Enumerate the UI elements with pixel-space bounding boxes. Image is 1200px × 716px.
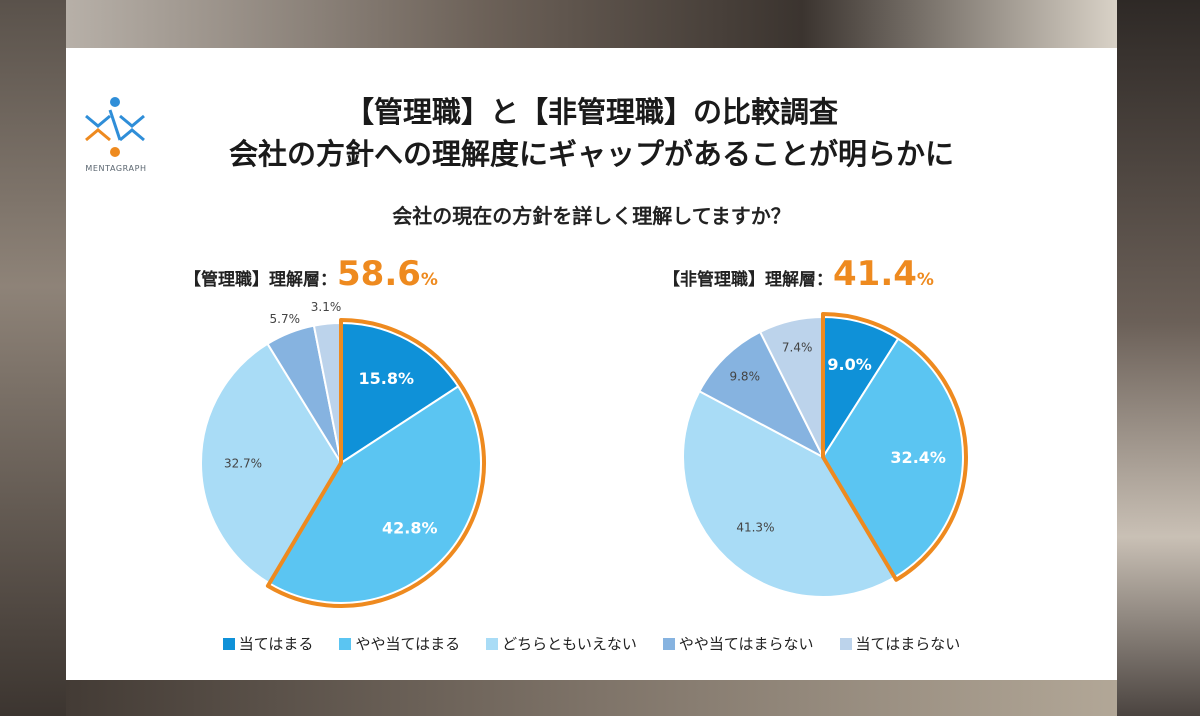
manager-slice-label-1: 15.8% xyxy=(359,369,415,388)
legend-label-4: やや当てはまらない xyxy=(678,635,814,653)
staff-pie-slice-2 xyxy=(821,337,964,579)
background-photo-right xyxy=(1117,0,1200,716)
manager-highlight-unit: % xyxy=(420,270,438,290)
legend-item-2: やや当てはまる xyxy=(339,633,460,654)
staff-slice-label-5: 7.4% xyxy=(782,341,813,355)
legend-item-1: 当てはまる xyxy=(222,633,314,654)
legend-swatch-5 xyxy=(839,637,852,650)
background-photo-top xyxy=(66,0,1117,48)
staff-highlight-outline xyxy=(821,312,968,582)
legend-label-1: 当てはまる xyxy=(238,635,314,653)
chart-legend: 当てはまる やや当てはまる どちらともいえない やや当てはまらない 当てはまらな… xyxy=(66,633,1117,654)
legend-label-5: 当てはまらない xyxy=(855,635,961,653)
staff-highlight-unit: % xyxy=(916,270,934,290)
legend-item-3: どちらともいえない xyxy=(486,633,637,654)
staff-slice-label-1: 9.0% xyxy=(827,355,871,374)
legend-swatch-2 xyxy=(339,637,352,650)
staff-pie-slice-3 xyxy=(682,389,897,598)
staff-pie-slice-4 xyxy=(698,330,826,460)
manager-slice-label-3: 32.7% xyxy=(224,456,262,470)
logo-icon xyxy=(85,97,145,157)
legend-item-4: やや当てはまらない xyxy=(662,633,814,654)
page-title-line2: 会社の方針への理解度にギャップがあることが明らかに xyxy=(228,137,954,171)
manager-slice-label-4: 5.7% xyxy=(270,312,301,326)
legend-swatch-3 xyxy=(486,637,499,650)
staff-slice-label-2: 32.4% xyxy=(890,448,946,467)
background-photo-left xyxy=(0,0,66,716)
manager-highlight-value: 58.6 xyxy=(337,254,421,294)
manager-panel-title: 【管理職】理解層： xyxy=(184,270,337,290)
legend-label-2: やや当てはまる xyxy=(355,635,461,653)
staff-highlight-value: 41.4 xyxy=(833,254,917,294)
logo-brand-text: MENTAGRAPH xyxy=(85,164,147,173)
manager-slice-label-2: 42.8% xyxy=(382,518,438,537)
legend-swatch-4 xyxy=(662,637,675,650)
legend-label-3: どちらともいえない xyxy=(502,635,637,653)
mentagraph-logo: MENTAGRAPH xyxy=(80,96,152,186)
manager-panel-label: 【管理職】理解層：58.6% xyxy=(184,254,438,294)
manager-pie-slice-2 xyxy=(268,385,482,604)
staff-panel-label: 【非管理職】理解層：41.4% xyxy=(663,254,934,294)
legend-swatch-1 xyxy=(222,637,235,650)
staff-slice-label-4: 9.8% xyxy=(729,369,760,383)
infographic-card: MENTAGRAPH 【管理職】と【非管理職】の比較調査 会社の方針への理解度に… xyxy=(66,48,1117,680)
staff-panel-title: 【非管理職】理解層： xyxy=(663,270,833,290)
background-photo-bottom xyxy=(66,680,1117,716)
staff-pie-chart: 9.0% 32.4% 41.3% 9.8% 7.4% xyxy=(682,312,968,598)
manager-slice-label-5: 3.1% xyxy=(311,300,342,314)
manager-pie-slice-3 xyxy=(200,342,343,585)
pie-charts-canvas: 15.8%42.8%32.7%5.7%3.1% 9.0%32.4%41.3%9.… xyxy=(200,300,968,608)
manager-highlight-outline xyxy=(265,318,486,608)
manager-pie-slice-1 xyxy=(340,321,460,465)
manager-pie-chart: 15.8% 42.8% 32.7% 5.7% 3.1% xyxy=(200,300,486,608)
page-title-line1: 【管理職】と【非管理職】の比較調査 xyxy=(344,95,838,129)
legend-item-5: 当てはまらない xyxy=(839,633,961,654)
survey-question: 会社の現在の方針を詳しく理解してますか？ xyxy=(392,204,791,228)
staff-slice-label-3: 41.3% xyxy=(736,520,774,534)
